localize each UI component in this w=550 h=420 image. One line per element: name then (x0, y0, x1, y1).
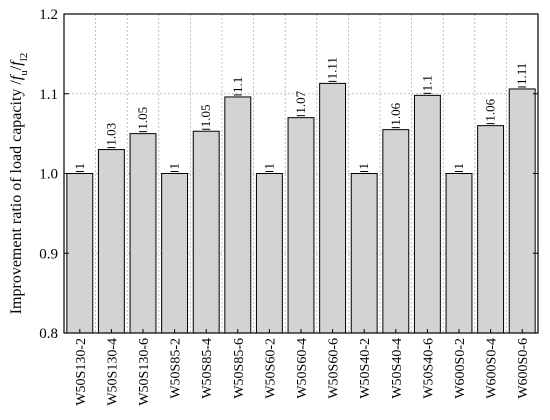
data-label: 1.11 (514, 63, 529, 85)
data-label: 1.05 (135, 107, 150, 130)
x-tick-label: W50S60-2 (263, 338, 278, 399)
y-axis: 0.8 0.9 1.0 1.1 1.2 (39, 7, 538, 342)
data-label: 1 (261, 163, 276, 170)
x-tick-label: W50S85-4 (200, 338, 215, 399)
x-tick-label: W600S0-4 (485, 338, 500, 399)
data-label: 1 (72, 163, 87, 170)
bar (129, 133, 157, 334)
x-tick-label: W50S85-2 (169, 338, 184, 399)
y-tick-label: 1.2 (39, 7, 58, 23)
bar (192, 130, 220, 334)
data-label: 1.11 (325, 57, 340, 79)
bar (287, 117, 315, 334)
bar (255, 173, 283, 334)
y-tick-label: 1.0 (39, 167, 58, 183)
x-tick-label: W50S60-6 (327, 338, 342, 399)
data-label: 1.1 (230, 77, 245, 93)
bar (350, 173, 378, 334)
x-tick-label: W50S40-2 (358, 338, 373, 399)
y-tick-label: 1.1 (39, 87, 58, 103)
x-tick-label: W50S130-4 (105, 338, 120, 406)
y-tick-label: 0.9 (39, 246, 58, 262)
data-label: 1 (167, 163, 182, 170)
data-label: 1.06 (388, 102, 403, 125)
data-label: 1.07 (293, 90, 308, 113)
bar (413, 94, 441, 334)
x-tick-label: W600S0-6 (516, 338, 531, 399)
x-tick-label: W50S40-6 (421, 338, 436, 399)
bar (382, 129, 410, 334)
x-tick-label: W50S85-6 (232, 338, 247, 399)
bar (97, 149, 125, 334)
y-tick-label: 0.8 (39, 326, 58, 342)
data-label: 1 (451, 163, 466, 170)
bar (161, 173, 189, 334)
x-tick-label: W50S40-4 (390, 338, 405, 399)
bar (477, 125, 505, 334)
x-tick-label: W50S60-4 (295, 338, 310, 399)
data-label: 1 (356, 163, 371, 170)
data-label: 1.06 (483, 98, 498, 121)
data-label: 1.05 (198, 104, 213, 127)
bar (224, 96, 252, 334)
x-tick-label: W50S130-2 (74, 338, 89, 406)
bar (66, 173, 94, 334)
y-axis-label: Improvement ratio of load capacity /fu/f… (8, 53, 30, 315)
data-label: 1.03 (103, 123, 118, 146)
bars: 11.031.0511.051.111.071.1111.061.111.061… (66, 57, 536, 334)
bar (319, 82, 347, 334)
bar (508, 88, 536, 334)
x-tick-label: W50S130-6 (137, 338, 152, 406)
x-axis: W50S130-2 W50S130-4 W50S130-6 W50S85-2 W50S8… (74, 329, 531, 406)
bar (445, 173, 473, 334)
x-tick-label: W600S0-2 (453, 338, 468, 399)
data-label: 1.1 (419, 75, 434, 91)
